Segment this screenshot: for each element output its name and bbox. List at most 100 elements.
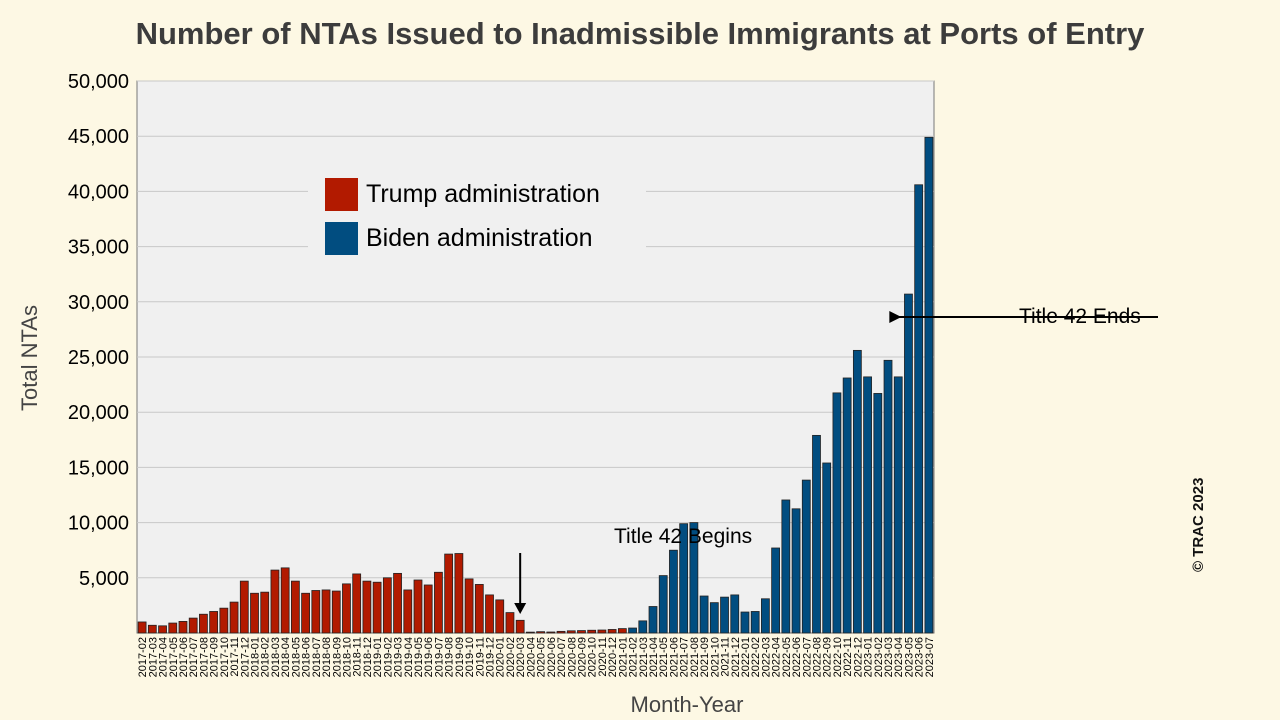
x-tick-label: 2022-10 bbox=[832, 637, 844, 677]
bar bbox=[904, 293, 913, 634]
annotation-title42-begins: Title 42 Begins bbox=[614, 525, 753, 548]
bar bbox=[893, 376, 903, 634]
bar bbox=[883, 359, 893, 634]
bar bbox=[812, 434, 821, 634]
x-tick-label: 2022-05 bbox=[781, 637, 793, 677]
bar bbox=[147, 624, 157, 634]
x-tick-label: 2019-09 bbox=[454, 637, 466, 677]
x-tick-label: 2022-09 bbox=[822, 637, 834, 677]
x-tick-label: 2017-07 bbox=[188, 637, 200, 677]
x-tick-label: 2018-07 bbox=[311, 637, 323, 677]
x-tick-label: 2018-09 bbox=[331, 637, 343, 677]
bar bbox=[464, 578, 474, 634]
legend-swatch-biden bbox=[325, 222, 358, 255]
x-tick-label: 2021-02 bbox=[628, 637, 640, 677]
x-tick-label: 2018-04 bbox=[280, 637, 292, 677]
x-tick-label: 2017-03 bbox=[147, 637, 159, 677]
bar bbox=[209, 611, 219, 634]
bar bbox=[454, 553, 464, 634]
x-tick-label: 2018-11 bbox=[352, 637, 364, 677]
bar bbox=[597, 629, 607, 634]
y-tick-label: 20,000 bbox=[68, 402, 129, 424]
bar bbox=[342, 583, 351, 634]
x-tick-label: 2019-03 bbox=[393, 637, 405, 677]
bar bbox=[873, 393, 883, 634]
bar bbox=[863, 376, 872, 634]
x-tick-label: 2022-06 bbox=[791, 637, 803, 677]
y-tick-label: 50,000 bbox=[68, 71, 129, 93]
bar bbox=[474, 584, 484, 634]
bar bbox=[290, 580, 300, 634]
x-tick-label: 2021-03 bbox=[638, 637, 650, 677]
x-tick-label: 2019-06 bbox=[423, 637, 435, 677]
x-tick-label: 2021-05 bbox=[658, 637, 670, 677]
bar bbox=[771, 547, 781, 634]
x-tick-label: 2023-04 bbox=[893, 637, 905, 677]
bar bbox=[413, 579, 423, 634]
x-tick-label: 2020-10 bbox=[587, 637, 599, 677]
x-tick-label: 2017-12 bbox=[239, 637, 251, 677]
bar bbox=[229, 601, 239, 634]
x-tick-label: 2017-05 bbox=[168, 637, 180, 677]
bar bbox=[781, 499, 791, 634]
bar bbox=[515, 619, 525, 634]
bar bbox=[434, 571, 443, 634]
bar bbox=[260, 591, 270, 634]
x-tick-label: 2022-07 bbox=[801, 637, 813, 677]
bar bbox=[720, 596, 729, 634]
x-tick-label: 2018-10 bbox=[341, 637, 353, 677]
bar bbox=[199, 613, 208, 634]
x-axis-label: Month-Year bbox=[630, 692, 744, 717]
bar bbox=[158, 625, 167, 634]
bar bbox=[331, 590, 341, 634]
x-tick-label: 2023-05 bbox=[903, 637, 915, 677]
arrowhead-title42-begins bbox=[514, 603, 527, 614]
x-tick-label: 2020-04 bbox=[525, 637, 537, 677]
x-tick-label: 2022-04 bbox=[771, 637, 783, 677]
x-tick-label: 2020-06 bbox=[546, 637, 558, 677]
x-tick-label: 2017-04 bbox=[158, 637, 170, 677]
bar bbox=[658, 575, 668, 634]
x-tick-label: 2021-08 bbox=[689, 637, 701, 677]
bar bbox=[750, 611, 760, 634]
bar bbox=[822, 462, 832, 634]
x-tick-label: 2023-06 bbox=[914, 637, 926, 677]
bar bbox=[485, 594, 494, 634]
x-tick-label: 2017-08 bbox=[198, 637, 210, 677]
bar bbox=[270, 569, 280, 634]
x-tick-label: 2019-05 bbox=[413, 637, 425, 677]
bar bbox=[188, 617, 198, 634]
bar bbox=[362, 580, 372, 634]
x-tick-label: 2019-02 bbox=[382, 637, 394, 677]
x-tick-label: 2018-01 bbox=[250, 637, 262, 677]
bar bbox=[669, 549, 678, 634]
bar bbox=[526, 631, 535, 634]
bar bbox=[801, 479, 811, 634]
legend-label: Biden administration bbox=[366, 224, 593, 252]
bar bbox=[536, 631, 545, 634]
bar bbox=[699, 595, 709, 634]
bar bbox=[403, 589, 413, 634]
x-tick-label: 2018-12 bbox=[362, 637, 374, 677]
bar bbox=[638, 620, 648, 634]
y-tick-label: 15,000 bbox=[68, 457, 129, 479]
x-tick-label: 2019-10 bbox=[464, 637, 476, 677]
x-tick-label: 2022-03 bbox=[760, 637, 772, 677]
x-tick-label: 2021-10 bbox=[709, 637, 721, 677]
x-tick-label: 2021-12 bbox=[730, 637, 742, 677]
x-tick-label: 2022-02 bbox=[750, 637, 762, 677]
bar bbox=[617, 628, 627, 634]
legend-item-biden: Biden administration bbox=[325, 222, 593, 255]
y-tick-label: 45,000 bbox=[68, 126, 129, 148]
bar bbox=[924, 136, 934, 634]
bar bbox=[791, 508, 801, 634]
x-tick-label: 2018-03 bbox=[270, 637, 282, 677]
x-tick-label: 2020-05 bbox=[536, 637, 548, 677]
x-tick-label: 2023-03 bbox=[883, 637, 895, 677]
x-tick-label: 2019-12 bbox=[485, 637, 497, 677]
y-tick-label: 35,000 bbox=[68, 237, 129, 259]
x-tick-label: 2019-01 bbox=[372, 637, 384, 677]
x-tick-label: 2020-09 bbox=[576, 637, 588, 677]
bar bbox=[740, 611, 750, 634]
bar bbox=[730, 594, 740, 634]
